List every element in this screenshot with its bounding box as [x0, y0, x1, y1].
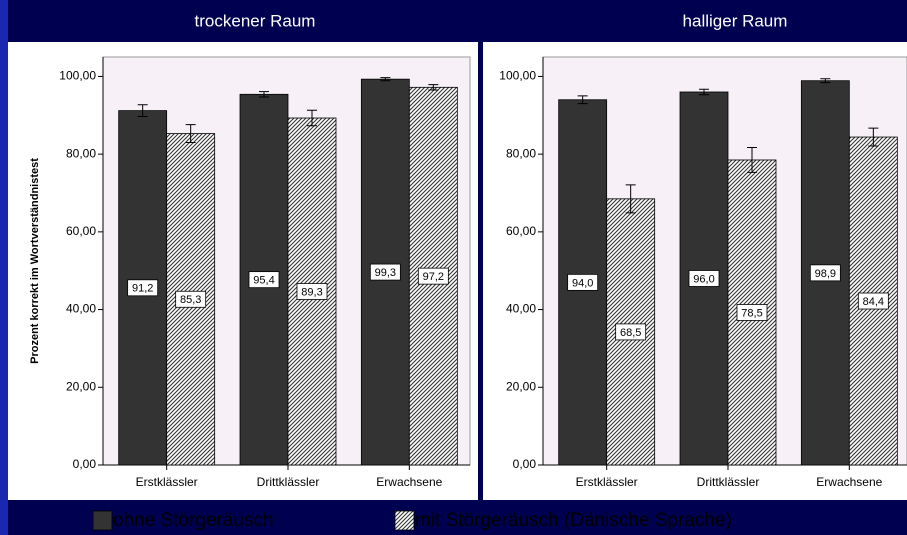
value-label-box — [567, 273, 599, 291]
error-bar — [428, 84, 439, 91]
x-tick-label: Drittklässler — [257, 475, 320, 489]
legend-label: mit Störgeräusch (Dänische Sprache) — [415, 510, 732, 531]
y-tick-label: 100,00 — [59, 69, 96, 83]
value-label: 68,5 — [620, 327, 641, 339]
error-bar — [820, 78, 831, 84]
error-bar — [868, 127, 879, 147]
y-tick-label: 60,00 — [66, 224, 96, 238]
value-label: 97,2 — [423, 271, 444, 283]
error-bar — [185, 124, 196, 143]
value-label: 84,4 — [863, 296, 884, 308]
value-label-box — [248, 271, 280, 289]
error-bar — [307, 109, 317, 127]
x-tick-label: Erwachsene — [376, 475, 442, 489]
value-label-box — [688, 270, 720, 287]
panel-title: halliger Raum — [683, 11, 788, 30]
value-label-box — [736, 304, 768, 321]
error-bar — [380, 77, 391, 82]
y-tick-label: 40,00 — [66, 302, 96, 316]
error-bar — [699, 88, 709, 96]
y-tick-label: 0,00 — [513, 457, 537, 471]
y-tick-label: 60,00 — [506, 224, 536, 238]
value-label: 94,0 — [572, 277, 593, 289]
value-label-box — [175, 290, 207, 308]
side-strip — [0, 0, 8, 535]
value-label-box — [809, 264, 841, 282]
value-label: 91,2 — [132, 283, 153, 295]
x-tick-label: Erstklässler — [576, 475, 638, 489]
value-label: 95,4 — [253, 275, 274, 287]
value-label-box — [857, 292, 889, 310]
x-tick-label: Drittklässler — [697, 475, 760, 489]
y-tick-label: 20,00 — [506, 379, 536, 393]
legend-label: ohne Störgeräusch — [113, 510, 274, 531]
error-bar — [625, 184, 636, 214]
legend-swatch — [394, 510, 415, 531]
y-tick-label: 100,00 — [499, 69, 536, 83]
y-tick-label: 20,00 — [66, 379, 96, 393]
value-label: 85,3 — [180, 294, 201, 306]
y-tick-label: 80,00 — [66, 146, 96, 160]
y-tick-label: 40,00 — [506, 302, 536, 316]
value-label-box — [369, 263, 401, 281]
value-label-box — [127, 279, 159, 297]
value-label-box — [296, 283, 328, 300]
value-label: 89,3 — [301, 286, 322, 298]
value-label-box — [615, 323, 647, 341]
value-label: 78,5 — [741, 307, 762, 319]
value-label-box — [417, 267, 449, 285]
legend-swatch — [92, 510, 113, 531]
y-tick-label: 0,00 — [73, 457, 97, 471]
value-label: 98,9 — [815, 268, 836, 280]
error-bar — [747, 147, 757, 173]
value-label: 96,0 — [693, 273, 714, 285]
panel-title: trockener Raum — [195, 11, 316, 30]
y-tick-label: 80,00 — [506, 146, 536, 160]
y-axis-title: Prozent korrekt im Wortverständnistest — [29, 158, 41, 364]
x-tick-label: Erwachsene — [816, 475, 882, 489]
x-tick-label: Erstklässler — [136, 475, 198, 489]
value-label: 99,3 — [375, 267, 396, 279]
error-bar — [577, 95, 588, 105]
error-bar — [259, 91, 269, 98]
error-bar — [137, 104, 148, 117]
